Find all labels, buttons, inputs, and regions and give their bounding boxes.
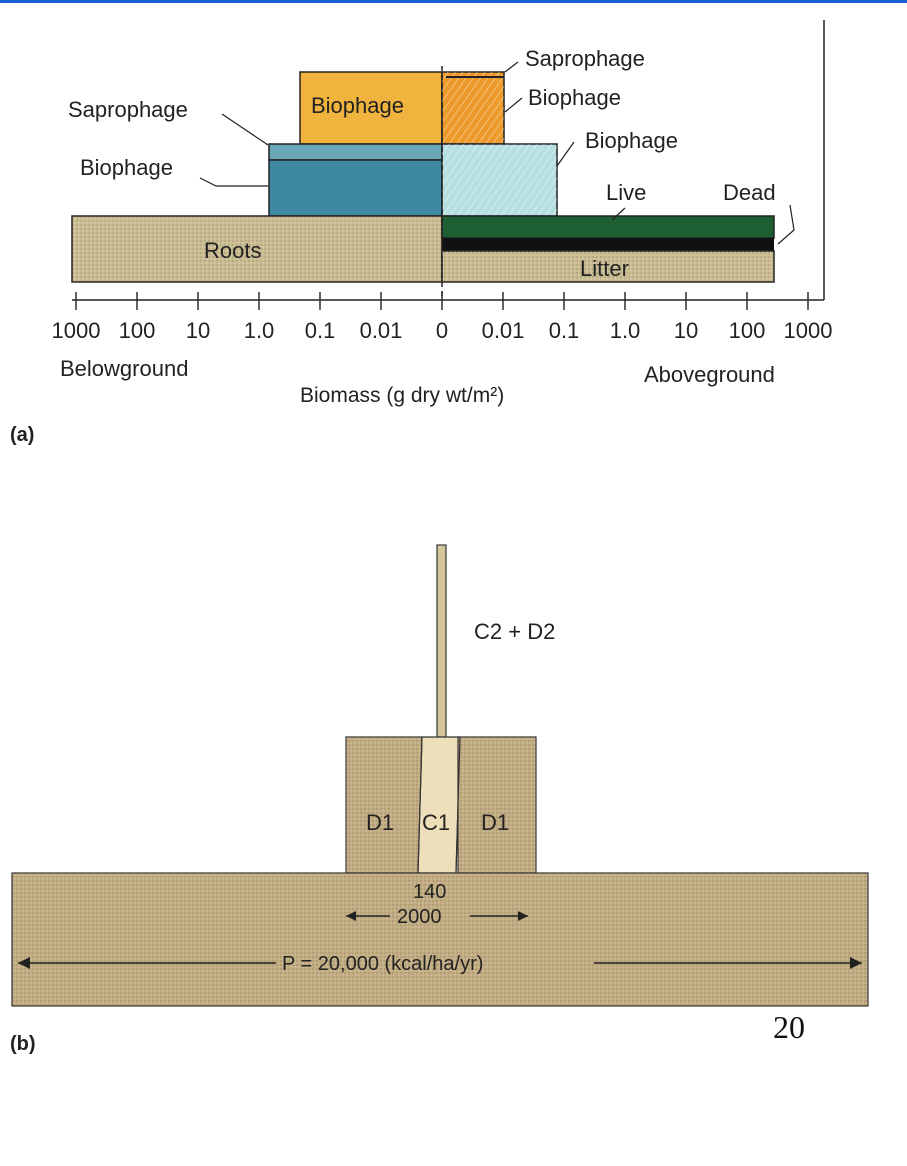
label-biophage-mid-right: Biophage: [585, 128, 678, 153]
axis-tick-label: 0.01: [360, 318, 403, 343]
axis-tick-label: 0.1: [549, 318, 580, 343]
top-accent-bar: [0, 0, 907, 3]
axis-tick-label: 0: [436, 318, 448, 343]
panel-b: C2 + D2 D1 C1 D1 140 2000 P = 20,000 (kc…: [10, 544, 869, 1055]
c2-d2-column: [436, 544, 447, 738]
leader-biophage-mid: [556, 141, 575, 167]
arrow-2000-left-head: [346, 911, 356, 921]
label-saprophage-left: Saprophage: [68, 97, 188, 122]
label-c2-d2: C2 + D2: [474, 619, 555, 644]
axis-ticks: 1000 100 10 1.0 0.1 0.01 0 0.01 0.1 1.0 10 100 1000: [52, 292, 833, 343]
c1-block: [417, 736, 461, 874]
axis-tick-label: 100: [729, 318, 766, 343]
label-dead: Dead: [723, 180, 776, 205]
leader-live: [611, 207, 626, 221]
label-belowground: Belowground: [60, 356, 188, 381]
label-saprophage-top: Saprophage: [525, 46, 645, 71]
label-p-total: P = 20,000 (kcal/ha/yr): [282, 953, 483, 975]
axis-tick-label: 10: [674, 318, 698, 343]
page-number: 20: [773, 1009, 805, 1045]
axis-title: Biomass (g dry wt/m²): [300, 384, 504, 407]
axis-tick-label: 1.0: [244, 318, 275, 343]
dead-band: [442, 238, 774, 251]
leader-dead: [777, 204, 795, 245]
label-live: Live: [606, 180, 646, 205]
panel-a-tag: (a): [10, 424, 34, 446]
biophage-mid-block: [268, 159, 443, 217]
axis-tick-label: 100: [119, 318, 156, 343]
live-band: [441, 215, 775, 239]
label-biophage-top-right: Biophage: [528, 85, 621, 110]
axis-tick-label: 0.1: [305, 318, 336, 343]
panel-a: Saprophage Biophage Biophage Saprophage …: [10, 20, 832, 446]
label-d1-right: D1: [481, 810, 509, 835]
leader-biophage-top: [504, 97, 523, 113]
axis-tick-label: 0.01: [482, 318, 525, 343]
saprophage-left-band: [268, 143, 443, 161]
leader-biophage-left: [199, 177, 268, 187]
leader-saprophage-top: [504, 61, 519, 73]
label-biophage-left: Biophage: [80, 155, 173, 180]
label-140: 140: [413, 881, 446, 903]
arrow-p-left-head: [18, 957, 30, 969]
axis-tick-label: 10: [186, 318, 210, 343]
arrow-2000-right-head: [518, 911, 528, 921]
axis-tick-label: 1000: [52, 318, 101, 343]
panel-b-tag: (b): [10, 1033, 36, 1055]
leader-saprophage-left: [221, 113, 269, 146]
label-roots: Roots: [204, 238, 261, 263]
arrow-p-right-head: [850, 957, 862, 969]
label-biophage-top-inside: Biophage: [311, 93, 404, 118]
label-2000: 2000: [397, 906, 442, 928]
label-litter: Litter: [580, 256, 629, 281]
axis-tick-label: 1000: [784, 318, 833, 343]
axis-tick-label: 1.0: [610, 318, 641, 343]
label-aboveground: Aboveground: [644, 362, 775, 387]
label-c1: C1: [422, 810, 450, 835]
label-d1-left: D1: [366, 810, 394, 835]
